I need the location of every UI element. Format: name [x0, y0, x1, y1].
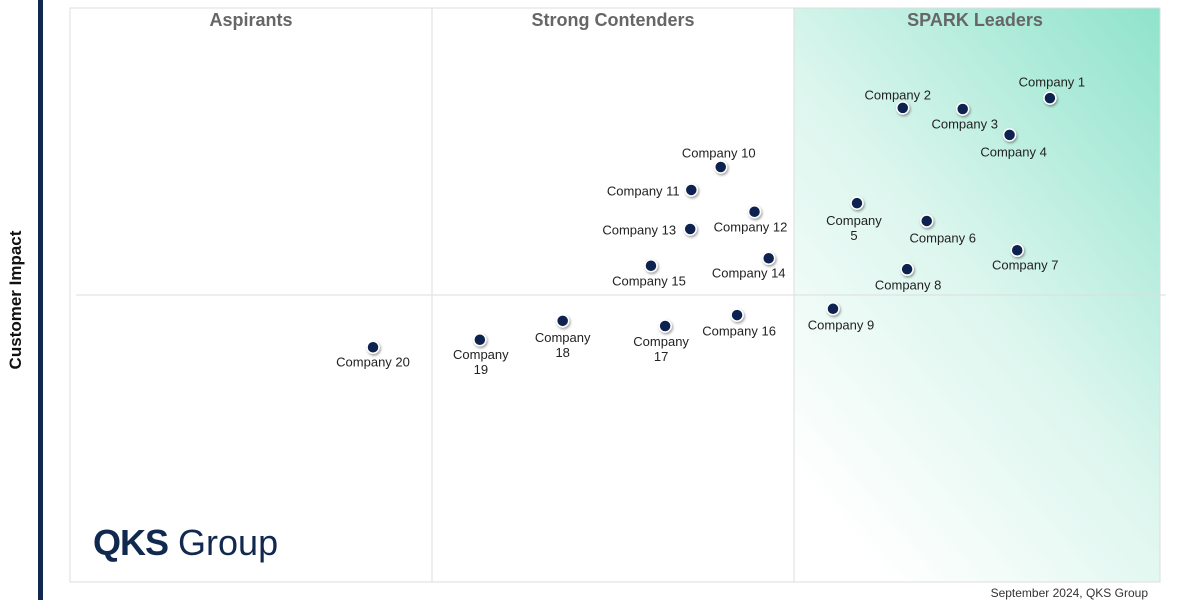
- point: [955, 102, 970, 116]
- point-label: Company 11: [606, 183, 680, 199]
- point-label: Company 10: [681, 145, 756, 161]
- point: [826, 302, 840, 316]
- point: [900, 262, 914, 276]
- point: [1043, 91, 1057, 105]
- point: [473, 333, 487, 347]
- logo-text: Group: [178, 522, 279, 563]
- point: [713, 160, 728, 174]
- point-label: Company 9: [807, 317, 875, 333]
- quadrant-label: SPARK Leaders: [907, 10, 1043, 30]
- point-label: Company 1: [1018, 74, 1086, 90]
- point-label: Company 12: [713, 219, 788, 235]
- point-label: Company 18: [534, 329, 591, 360]
- quadrant-label: Aspirants: [209, 10, 293, 30]
- point-label: Company 2: [864, 87, 931, 103]
- point-label: Company 16: [702, 323, 776, 339]
- point-label: Company 20: [336, 354, 410, 370]
- point-label: Company 7: [991, 257, 1059, 273]
- point-label: Company 4: [980, 144, 1047, 160]
- point-label: Company 19: [453, 346, 509, 377]
- point: [644, 258, 658, 273]
- point-label: Company 13: [602, 222, 677, 238]
- point: [1002, 128, 1017, 142]
- point-label: Company 5: [826, 213, 882, 244]
- point-label: Company 15: [612, 273, 686, 289]
- point-label: Company 6: [909, 230, 976, 246]
- logo: QKS Group: [93, 522, 278, 564]
- footnote: September 2024, QKS Group: [990, 586, 1148, 600]
- y-axis-label: Customer Impact: [6, 230, 25, 370]
- logo-bold: QKS: [93, 522, 169, 563]
- point: [919, 214, 934, 228]
- point: [1010, 243, 1024, 257]
- point-label: Company 3: [931, 116, 998, 132]
- point: [555, 314, 570, 328]
- point-label: Company 17: [633, 333, 689, 364]
- point-label: Company 8: [874, 277, 942, 293]
- point: [684, 183, 699, 197]
- point: [658, 319, 672, 333]
- point-label: Company 14: [711, 265, 786, 281]
- point: [683, 222, 697, 236]
- points: [366, 91, 1057, 354]
- point: [366, 340, 380, 354]
- point: [850, 196, 864, 210]
- side-bar: [38, 0, 43, 600]
- quadrant-label: Strong Contenders: [531, 10, 695, 30]
- point: [730, 308, 744, 322]
- point: [896, 101, 910, 115]
- point: [761, 251, 776, 266]
- point: [747, 205, 762, 219]
